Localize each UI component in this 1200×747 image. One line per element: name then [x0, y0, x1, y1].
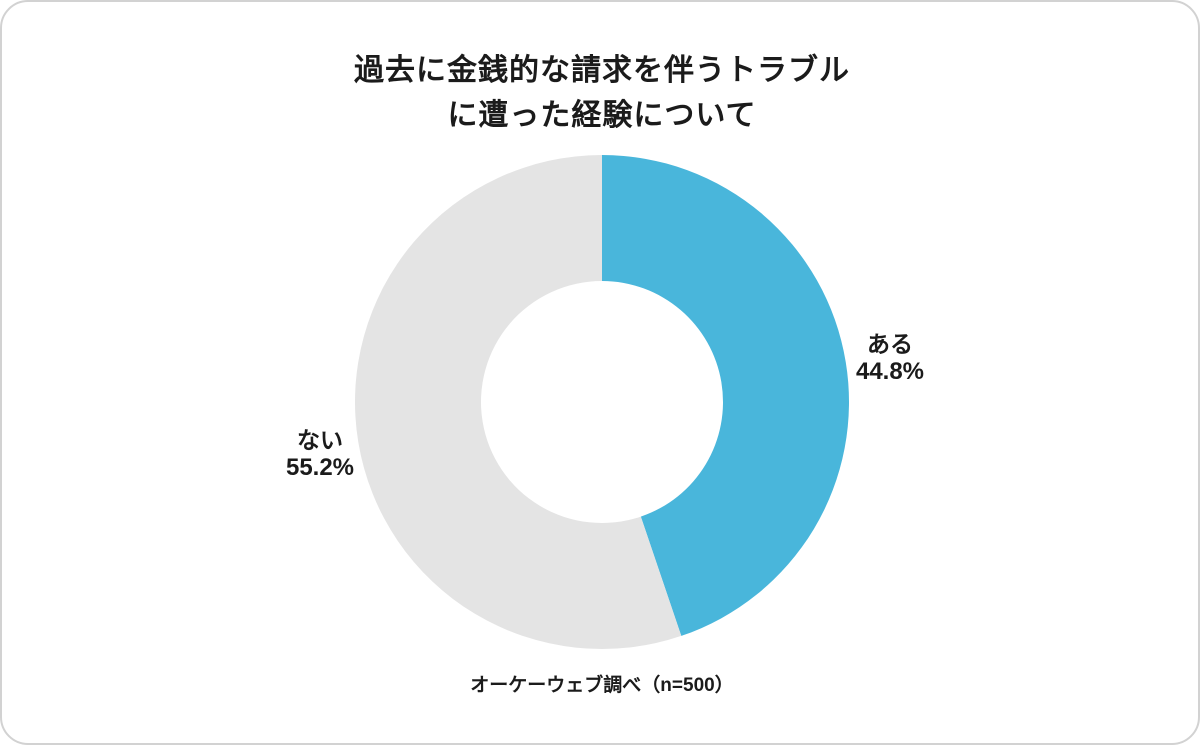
chart-title-line-2: に遭った経験について — [447, 99, 757, 132]
chart-title: 過去に金銭的な請求を伴うトラブル に遭った経験について — [2, 48, 1200, 138]
slice-label-nai-name: ない — [297, 427, 343, 453]
pie-slice-ない — [355, 155, 682, 649]
slice-label-nai-percent: 55.2% — [285, 454, 355, 481]
chart-title-line-1: 過去に金銭的な請求を伴うトラブル — [354, 54, 850, 87]
source-note: オーケーウェブ調べ（n=500） — [470, 675, 734, 696]
pie-slice-ある — [602, 155, 850, 636]
slice-label-aru-percent: 44.8% — [855, 358, 925, 385]
slice-label-aru-name: ある — [867, 331, 913, 357]
slice-label-nai: ない 55.2% — [240, 426, 400, 482]
slice-label-aru: ある 44.8% — [810, 330, 970, 386]
